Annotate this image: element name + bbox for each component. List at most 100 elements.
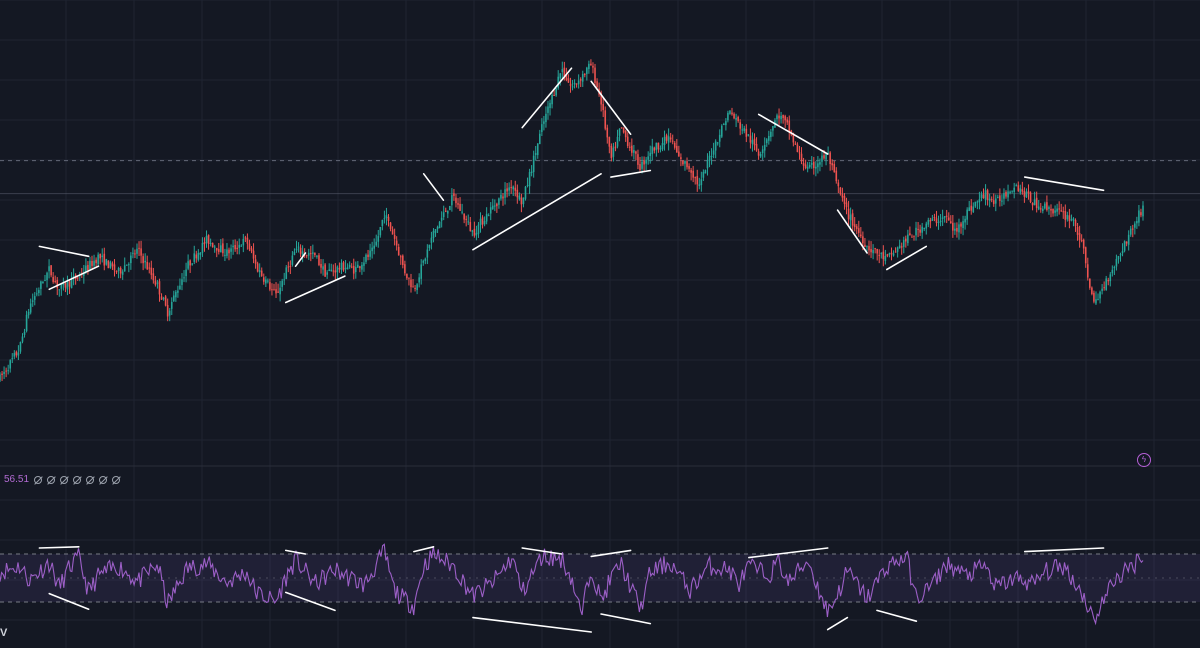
candle-body: [947, 217, 950, 221]
candle-body: [275, 289, 277, 294]
price-trendlines[interactable]: [38, 67, 1105, 304]
candle-body: [240, 245, 243, 247]
candle-body: [494, 205, 496, 207]
candle-body: [373, 245, 375, 249]
candle-body: [471, 230, 474, 232]
candle-body: [676, 145, 678, 153]
price-trendline: [757, 113, 829, 155]
candle-body: [694, 177, 697, 179]
candle-body: [207, 234, 210, 244]
eye-off-icon[interactable]: [86, 475, 95, 484]
candle-body: [608, 137, 611, 147]
candle-body: [532, 155, 535, 173]
eye-off-icon[interactable]: [112, 475, 121, 484]
eye-off-icon[interactable]: [34, 475, 43, 484]
candle-body: [1121, 250, 1124, 254]
candle-body: [383, 218, 386, 220]
candle-body: [680, 157, 682, 159]
candle-body: [491, 205, 494, 209]
candle-body: [905, 238, 907, 242]
candle-body: [432, 230, 435, 239]
candle-body: [154, 280, 157, 285]
candle-body: [5, 370, 7, 372]
candle-body: [365, 254, 367, 262]
candle-body: [389, 222, 392, 229]
candle-body: [52, 276, 54, 282]
candle-body: [291, 255, 294, 265]
candle-body: [968, 207, 970, 211]
candle-body: [477, 224, 480, 234]
candle-body: [530, 171, 533, 173]
candle-body: [561, 69, 564, 73]
candle-body: [643, 160, 645, 165]
candle-body: [487, 215, 490, 217]
candle-body: [19, 341, 22, 352]
candle-body: [267, 280, 269, 282]
candle-body: [628, 146, 631, 148]
candle-body: [620, 127, 623, 129]
candle-body: [469, 222, 472, 231]
candle-body: [1099, 291, 1101, 299]
candle-body: [845, 202, 848, 208]
candle-body: [348, 264, 351, 268]
rsi-legend[interactable]: 56.51: [4, 474, 121, 485]
candle-body: [1035, 197, 1038, 208]
candle-body: [1042, 208, 1044, 211]
candle-body: [173, 295, 175, 302]
eye-off-icon[interactable]: [73, 475, 82, 484]
eye-off-icon[interactable]: [99, 475, 108, 484]
candle-body: [162, 298, 165, 300]
candle-body: [326, 272, 328, 275]
candle-body: [874, 248, 876, 250]
candle-body: [1129, 228, 1132, 235]
candle-body: [539, 133, 541, 145]
candle-body: [506, 188, 508, 192]
rsi-trendline: [876, 609, 918, 623]
candle-body: [698, 184, 701, 186]
lightning-bolt-icon[interactable]: ϟ: [1137, 453, 1151, 467]
candle-body: [422, 260, 425, 263]
candle-body: [1097, 298, 1099, 300]
candle-body: [553, 95, 555, 97]
price-trendline: [521, 67, 573, 129]
candle-body: [361, 264, 363, 270]
rsi-series-line: [0, 543, 1144, 626]
candle-body: [579, 79, 582, 81]
candle-body: [148, 267, 151, 269]
candle-body: [1068, 215, 1071, 222]
candle-body: [42, 282, 44, 284]
candle-body: [594, 67, 596, 84]
candle-body: [886, 254, 889, 257]
candle-body: [966, 209, 968, 220]
candle-body: [723, 124, 725, 126]
candle-body: [248, 243, 251, 250]
candle-body: [868, 246, 870, 251]
candle-body: [236, 247, 238, 250]
candle-body: [669, 137, 672, 140]
candle-body: [943, 216, 946, 218]
candle-body: [1066, 215, 1069, 220]
candle-body: [1086, 264, 1089, 278]
candle-body: [806, 166, 809, 169]
candle-body: [367, 254, 369, 257]
candle-body: [1123, 241, 1126, 251]
candle-body: [541, 124, 543, 132]
candle-body: [678, 151, 680, 157]
rsi-trendlines[interactable]: [38, 545, 1105, 633]
eye-off-icon[interactable]: [60, 475, 69, 484]
candle-body: [232, 245, 234, 248]
candle-body: [234, 245, 236, 250]
eye-off-icon[interactable]: [47, 475, 56, 484]
candle-body: [195, 254, 198, 259]
candle-body: [956, 227, 958, 232]
candle-body: [804, 164, 807, 168]
price-trendline: [836, 209, 868, 254]
candle-body: [810, 163, 813, 165]
candle-body: [307, 252, 310, 256]
candle-body: [827, 152, 829, 154]
candle-body: [716, 142, 719, 144]
candle-body: [757, 151, 760, 156]
candle-body: [526, 185, 529, 187]
candle-body: [412, 286, 414, 288]
